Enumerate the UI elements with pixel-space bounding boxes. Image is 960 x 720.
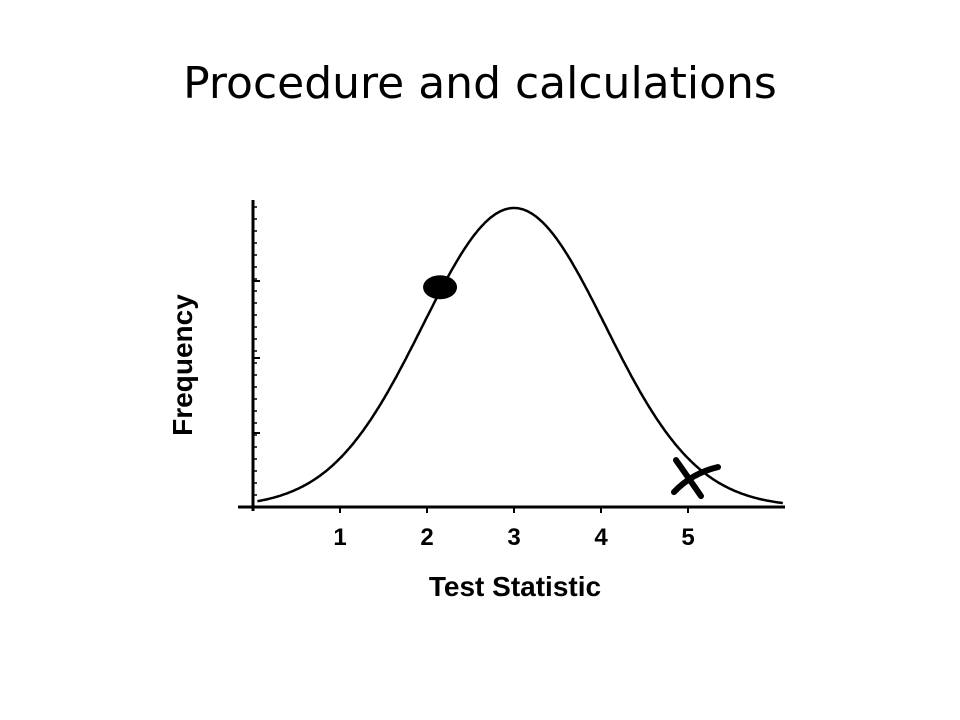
- x-tick-label-1: 1: [333, 524, 346, 551]
- series-curve-0: [257, 206, 784, 505]
- x-mark-marker: [671, 457, 721, 500]
- x-mark-stroke-2: [671, 464, 721, 496]
- x-ticks: [339, 507, 689, 513]
- x-tick-label-2: 2: [420, 524, 433, 551]
- y-axis-title: Frequency: [167, 294, 198, 436]
- x-tick-label-3: 3: [507, 524, 520, 551]
- x-tick-label-5: 5: [681, 524, 694, 551]
- series: [257, 206, 784, 505]
- slide-title: Procedure and calculations: [183, 58, 777, 109]
- x-tick-labels: 1 2 3 4 5: [333, 524, 694, 551]
- filled-dot-marker: [423, 275, 458, 300]
- annotations: [423, 275, 721, 500]
- x-tick-label-4: 4: [594, 524, 608, 551]
- axes: [238, 200, 785, 511]
- x-axis-title: Test Statistic: [429, 571, 601, 602]
